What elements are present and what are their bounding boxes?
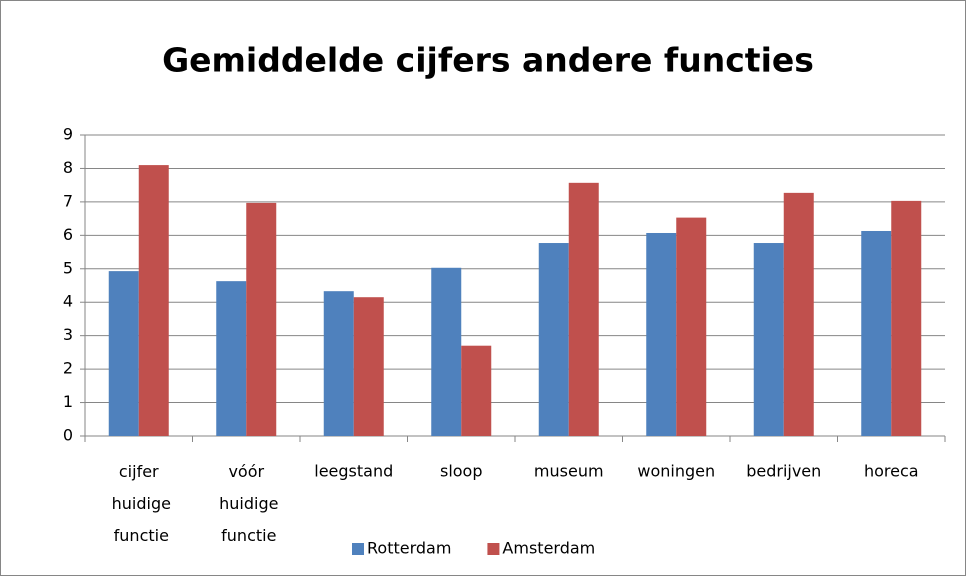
x-tick-label: cijfer huidige functie bbox=[107, 462, 171, 545]
y-tick-label: 1 bbox=[63, 392, 73, 411]
bar bbox=[461, 345, 492, 436]
bar bbox=[861, 230, 892, 436]
y-tick-label: 7 bbox=[63, 191, 73, 210]
y-tick-label: 9 bbox=[63, 125, 73, 144]
y-tick-label: 4 bbox=[63, 292, 73, 311]
x-tick-label: horeca bbox=[864, 462, 919, 481]
bar bbox=[431, 267, 462, 436]
bar bbox=[108, 271, 139, 436]
x-tick-label: sloop bbox=[440, 462, 483, 481]
y-tick-label: 6 bbox=[63, 225, 73, 244]
x-tick-label: museum bbox=[534, 462, 604, 481]
bar bbox=[783, 192, 814, 436]
bar bbox=[676, 217, 707, 436]
bar bbox=[216, 281, 247, 436]
bar bbox=[323, 291, 354, 436]
legend-swatch bbox=[352, 543, 364, 555]
x-tick-label: woningen bbox=[637, 462, 715, 481]
y-tick-label: 8 bbox=[63, 158, 73, 177]
y-tick-label: 0 bbox=[63, 426, 73, 445]
x-tick-label: vóór huidige functie bbox=[214, 462, 278, 545]
y-tick-label: 3 bbox=[63, 325, 73, 344]
bar bbox=[753, 243, 784, 436]
bar bbox=[246, 202, 277, 436]
bar bbox=[646, 232, 677, 436]
bar bbox=[568, 182, 599, 436]
x-tick-label: leegstand bbox=[314, 462, 393, 481]
x-tick-label: bedrijven bbox=[746, 462, 821, 481]
legend-label: Rotterdam bbox=[367, 539, 451, 558]
bar bbox=[353, 297, 384, 436]
bar bbox=[538, 243, 569, 436]
bar bbox=[891, 200, 922, 436]
legend-label: Amsterdam bbox=[502, 539, 595, 558]
chart-title: Gemiddelde cijfers andere functies bbox=[162, 41, 814, 80]
y-tick-label: 2 bbox=[63, 359, 73, 378]
y-tick-label: 5 bbox=[63, 258, 73, 277]
legend-swatch bbox=[487, 543, 500, 555]
bar bbox=[138, 165, 169, 436]
